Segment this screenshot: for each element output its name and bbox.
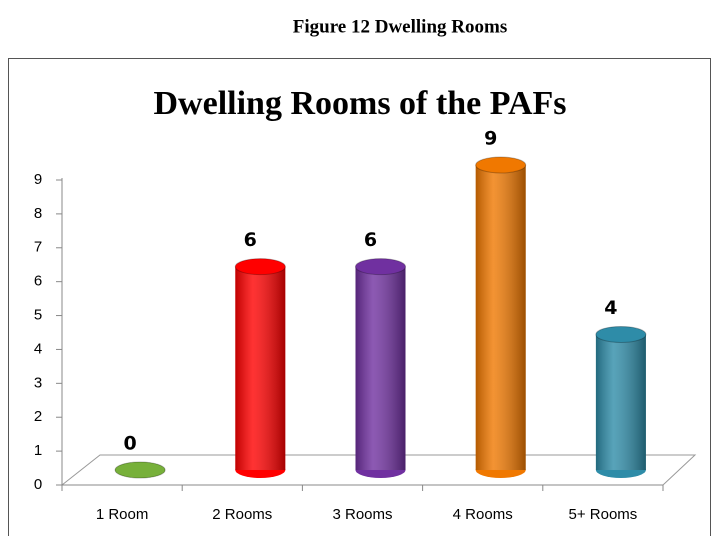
chart-title: Dwelling Rooms of the PAFs [154, 85, 567, 122]
value-label: 0 [123, 433, 136, 455]
bar-cap [114, 461, 166, 479]
x-tick-label: 4 Rooms [453, 506, 513, 523]
y-tick-label: 8 [34, 205, 42, 222]
bar-shade [355, 266, 406, 470]
y-tick-label: 2 [34, 408, 42, 425]
x-tick-label: 5+ Rooms [569, 506, 638, 523]
value-label: 4 [604, 297, 617, 319]
y-tick-label: 6 [34, 273, 42, 290]
bar-cap [475, 156, 527, 174]
bar-shade [475, 165, 526, 470]
value-label: 6 [244, 229, 257, 251]
x-tick-label: 2 Rooms [212, 506, 272, 523]
bar-shade [595, 334, 646, 470]
y-tick-label: 0 [34, 476, 42, 493]
y-tick-label: 5 [34, 307, 42, 324]
y-tick-label: 9 [34, 171, 42, 188]
y-tick-label: 3 [34, 374, 42, 391]
bar-shade [235, 266, 286, 470]
bar-cap [234, 258, 286, 276]
x-tick-label: 1 Room [96, 506, 149, 523]
bar-cap [595, 325, 647, 343]
y-tick-label: 7 [34, 239, 42, 256]
figure-caption: Figure 12 Dwelling Rooms [293, 16, 507, 37]
value-label: 9 [484, 128, 497, 150]
x-tick-label: 3 Rooms [332, 506, 392, 523]
bar-cap [355, 258, 406, 276]
y-tick-label: 1 [34, 442, 42, 459]
value-label: 6 [364, 229, 377, 251]
y-tick-label: 4 [34, 340, 42, 357]
